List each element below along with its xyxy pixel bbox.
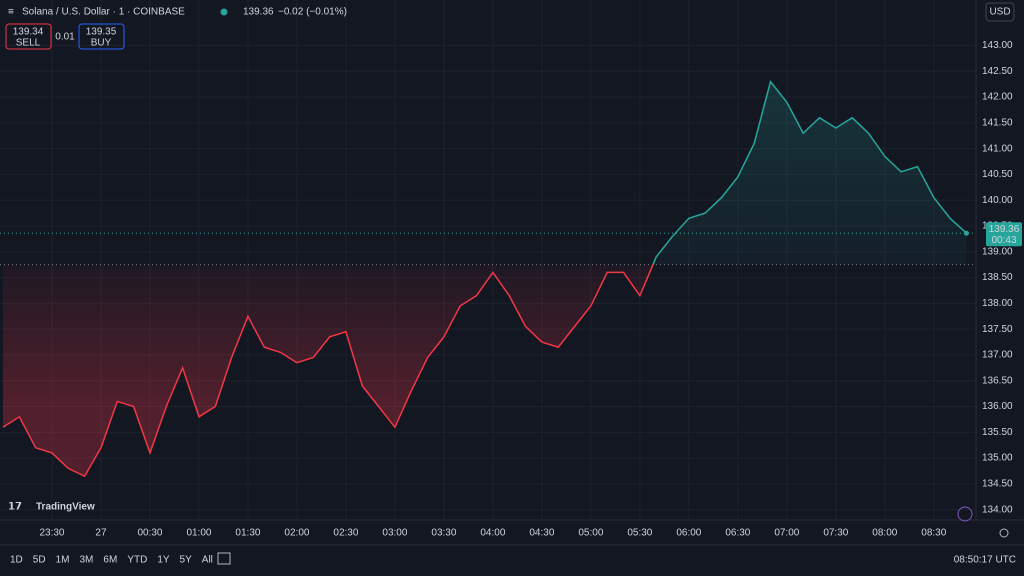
area [3, 81, 967, 477]
menu-icon: ≡ [8, 7, 14, 18]
x-tick-label: 07:00 [774, 528, 799, 539]
interval-button[interactable]: 1Y [157, 555, 170, 566]
y-tick-label: 140.50 [982, 169, 1013, 180]
y-tick-label: 143.00 [982, 40, 1013, 51]
x-tick-label: 02:00 [284, 528, 309, 539]
x-tick-label: 08:00 [872, 528, 897, 539]
interval-button[interactable]: 3M [80, 555, 94, 566]
interval-button[interactable]: YTD [127, 555, 147, 566]
x-tick-label: 01:00 [186, 528, 211, 539]
y-tick-label: 140.00 [982, 195, 1013, 206]
clock: 08:50:17 UTC [954, 555, 1016, 566]
status-dot [220, 8, 228, 16]
y-tick-label: 137.50 [982, 324, 1013, 335]
y-tick-label: 142.00 [982, 92, 1013, 103]
y-tick-label: 136.50 [982, 375, 1013, 386]
y-tick-label: 136.00 [982, 401, 1013, 412]
last-point [963, 230, 969, 236]
interval-bar: 1D 5D 1M 3M 6M YTD 1Y 5Y All [10, 555, 213, 566]
alert-icon[interactable] [957, 506, 973, 522]
interval-button[interactable]: 6M [103, 555, 117, 566]
y-tick-label: 138.00 [982, 298, 1013, 309]
x-tick-label: 02:30 [333, 528, 358, 539]
price-line [2, 79, 968, 478]
interval-button[interactable]: 1M [56, 555, 70, 566]
x-tick-label: 23:30 [39, 528, 64, 539]
interval-button[interactable]: 5D [33, 555, 46, 566]
buy-label[interactable]: BUY [91, 38, 112, 49]
buy-price[interactable]: 139.35 [86, 27, 117, 38]
price-tag [986, 222, 1022, 247]
x-tick-label: 06:30 [725, 528, 750, 539]
y-tick-label: 138.50 [982, 272, 1013, 283]
y-tick-label: 141.50 [982, 117, 1013, 128]
currency[interactable]: USD [989, 7, 1010, 18]
x-tick-label: 03:00 [382, 528, 407, 539]
logo: 𝟭𝟳 [8, 502, 22, 513]
interval-button[interactable]: 5Y [180, 555, 193, 566]
x-tick-label: 04:00 [480, 528, 505, 539]
y-tick-label: 137.00 [982, 350, 1013, 361]
buy-button[interactable] [78, 23, 125, 50]
sell-price[interactable]: 139.34 [13, 27, 44, 38]
settings-icon[interactable] [999, 528, 1009, 538]
x-tick-label: 05:00 [578, 528, 603, 539]
brand: TradingView [36, 502, 95, 513]
interval-button[interactable]: 1D [10, 555, 23, 566]
x-tick-label: 00:30 [137, 528, 162, 539]
y-tick-label: 141.00 [982, 143, 1013, 154]
x-tick-label: 06:00 [676, 528, 701, 539]
x-tick-label: 01:30 [235, 528, 260, 539]
plot: 134.00 134.50 135.00 135.50 136.00 136.50 137.… [0, 0, 1022, 539]
interval-button[interactable]: All [202, 555, 213, 566]
date-range-icon[interactable] [217, 552, 231, 565]
y-tick-label: 135.00 [982, 453, 1013, 464]
y-tick-label: 139.00 [982, 246, 1013, 257]
y-tick-label: 134.50 [982, 479, 1013, 490]
x-tick-label: 07:30 [823, 528, 848, 539]
currency-button[interactable] [985, 2, 1015, 22]
y-tick-label: 135.50 [982, 427, 1013, 438]
header-change: −0.02 (−0.01%) [278, 7, 347, 18]
x-tick-label: 08:30 [921, 528, 946, 539]
chart-title: Solana / U.S. Dollar · 1 · COINBASE [22, 7, 185, 18]
sell-button[interactable] [5, 23, 52, 50]
x-tick-label: 03:30 [431, 528, 456, 539]
x-tick-label: 04:30 [529, 528, 554, 539]
toolbar [0, 545, 1024, 576]
y-tick-label: 142.50 [982, 66, 1013, 77]
x-tick-label: 27 [95, 528, 107, 539]
y-tick-label: 134.00 [982, 504, 1013, 515]
sell-label[interactable]: SELL [16, 38, 41, 49]
spread: 0.01 [55, 32, 75, 43]
header-price: 139.36 [243, 7, 274, 18]
price-tag-countdown: 00:43 [991, 235, 1016, 246]
x-tick-label: 05:30 [627, 528, 652, 539]
price-tag-value: 139.36 [989, 224, 1020, 235]
